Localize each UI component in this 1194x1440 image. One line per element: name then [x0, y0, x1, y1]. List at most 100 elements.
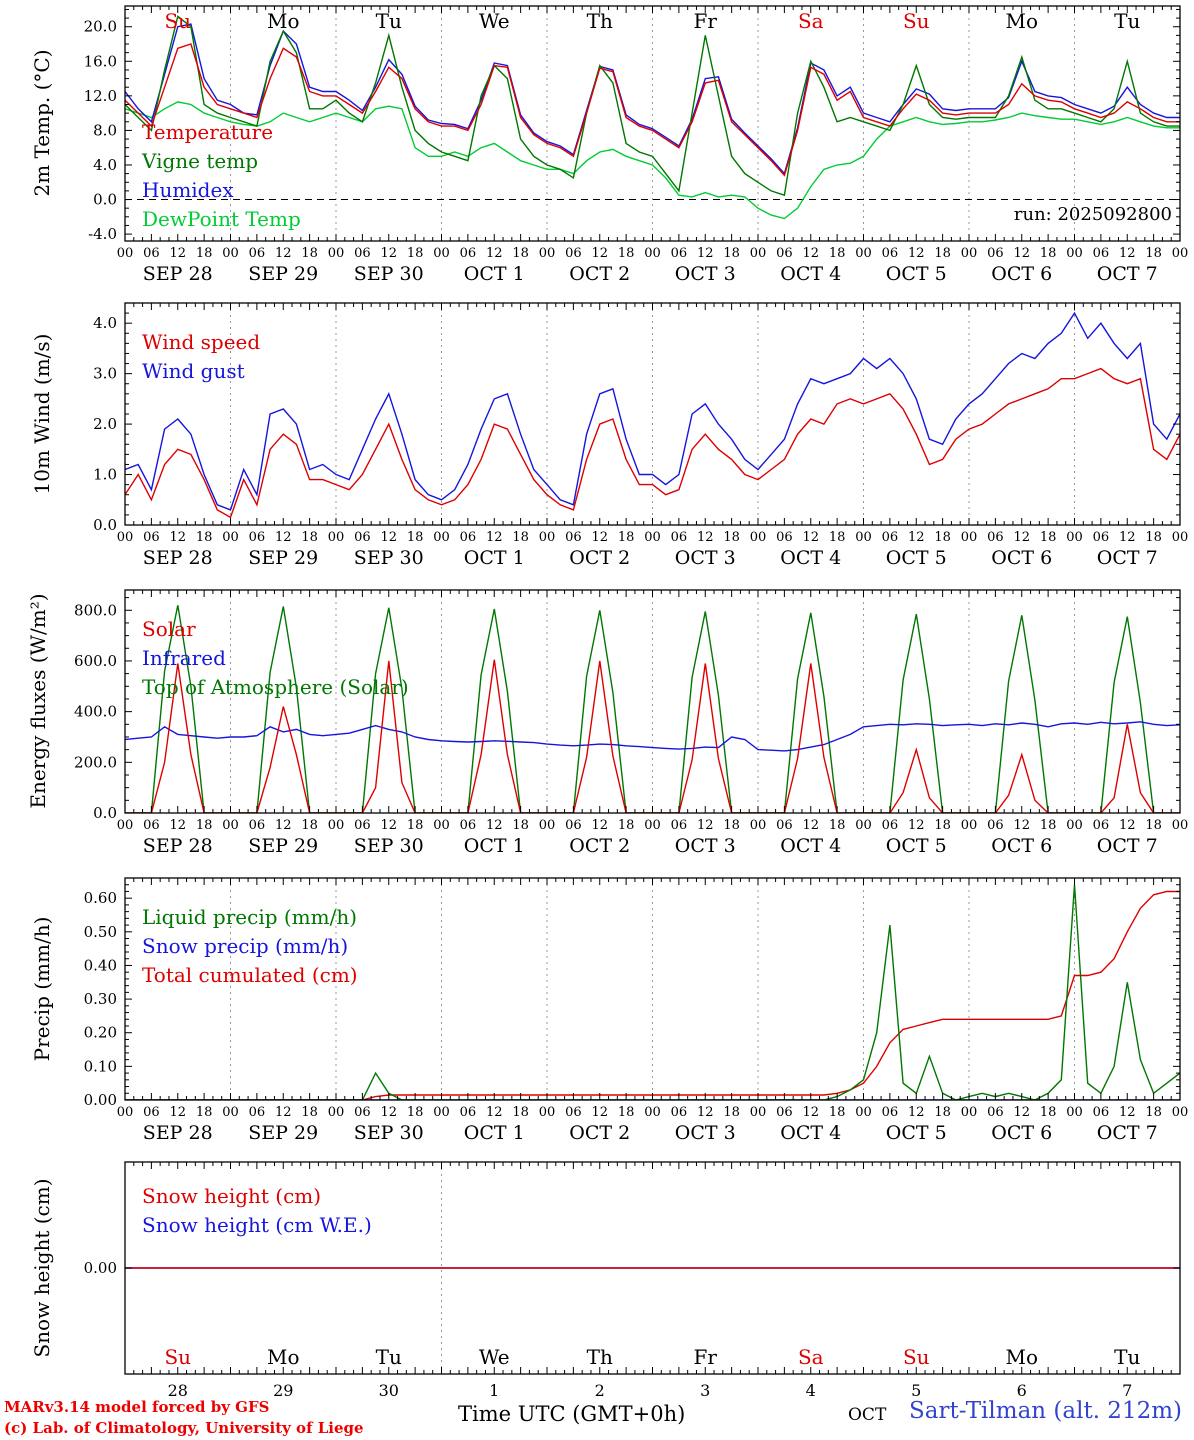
date-label: SEP 29	[248, 835, 318, 857]
hour-label: 00	[644, 818, 661, 833]
hour-label: 18	[1040, 1105, 1057, 1120]
date-label: OCT 7	[1097, 1122, 1158, 1144]
legend-wind-speed: Wind speed	[142, 330, 261, 354]
y-tick-label: 0.30	[84, 990, 117, 1008]
hour-label: 18	[829, 246, 846, 261]
hour-label: 00	[1172, 246, 1189, 261]
hour-label: 12	[1013, 530, 1030, 545]
hour-label: 12	[802, 530, 819, 545]
temperature-panel: -4.0 0.0 4.0 8.0 12.0 16.0 20.0 00 06 12 18 00 06 12 1…	[84, 5, 1189, 285]
hour-label: 18	[301, 246, 318, 261]
hour-label: 06	[882, 246, 899, 261]
hour-label: 00	[644, 530, 661, 545]
hour-label: 12	[697, 818, 714, 833]
hour-label: 06	[249, 246, 266, 261]
y-tick-label: 4.0	[93, 314, 117, 332]
y-tick-label: 0.10	[84, 1057, 117, 1075]
y-tick-label: 400.0	[74, 703, 117, 721]
hour-label: 12	[380, 1105, 397, 1120]
hour-label: 06	[776, 1105, 793, 1120]
hour-label: 18	[512, 246, 529, 261]
hour-label: 00	[855, 1105, 872, 1120]
date-label: OCT 7	[1097, 835, 1158, 857]
hour-label: 12	[1013, 1105, 1030, 1120]
date-label: OCT 2	[569, 263, 630, 285]
hour-label: 18	[829, 530, 846, 545]
y-tick-label: 0.50	[84, 923, 117, 941]
hour-label: 06	[565, 1105, 582, 1120]
hour-label: 00	[539, 246, 556, 261]
date-label: OCT 5	[886, 835, 947, 857]
hour-label: 18	[934, 818, 951, 833]
hour-label: 12	[169, 818, 186, 833]
legend-solar: Solar	[142, 617, 196, 641]
y-tick-label: 2.0	[93, 415, 117, 433]
hour-label: 00	[750, 1105, 767, 1120]
hour-label: 06	[143, 530, 160, 545]
y-tick-label: 0.00	[84, 1259, 117, 1277]
hour-label: 12	[486, 246, 503, 261]
hour-label: 12	[802, 818, 819, 833]
hour-label: 12	[486, 818, 503, 833]
date-label: SEP 28	[143, 263, 213, 285]
y-tick-label: 20.0	[84, 18, 117, 36]
legend-toa-solar: Top of Atmosphere (Solar)	[142, 675, 409, 699]
day-number: 2	[595, 1381, 605, 1400]
y-tick-label: 0.60	[84, 889, 117, 907]
day-label: Sa	[798, 9, 824, 33]
panel-frame	[124, 302, 1181, 526]
hour-label: 18	[512, 1105, 529, 1120]
hour-label: 12	[380, 818, 397, 833]
energy-axis-title: Energy fluxes (W/m²)	[26, 593, 50, 809]
day-label: Su	[903, 1345, 930, 1369]
day-label: Mo	[267, 9, 300, 33]
day-number: 29	[273, 1381, 293, 1400]
hour-label: 06	[565, 246, 582, 261]
day-number: 1	[489, 1381, 499, 1400]
hour-label: 00	[328, 530, 345, 545]
date-label: SEP 30	[354, 263, 424, 285]
hour-label: 06	[354, 530, 371, 545]
hour-label: 00	[750, 246, 767, 261]
hour-label: 00	[961, 530, 978, 545]
date-label: OCT 2	[569, 835, 630, 857]
hour-label: 12	[486, 1105, 503, 1120]
hour-label: 06	[565, 818, 582, 833]
hour-label: 00	[1172, 530, 1189, 545]
day-number: 3	[700, 1381, 710, 1400]
hour-label: 06	[987, 818, 1004, 833]
y-tick-label: -4.0	[88, 225, 117, 243]
date-label: OCT 3	[675, 263, 736, 285]
hour-label: 18	[618, 246, 635, 261]
y-tick-label: 200.0	[74, 753, 117, 771]
hour-label: 00	[117, 530, 134, 545]
hour-label: 00	[539, 1105, 556, 1120]
hour-label: 18	[301, 1105, 318, 1120]
legend-humidex: Humidex	[142, 178, 234, 202]
date-label: OCT 1	[464, 1122, 525, 1144]
hour-label: 12	[591, 1105, 608, 1120]
y-tick-label: 8.0	[93, 121, 117, 139]
hour-label: 00	[961, 818, 978, 833]
hour-label: 12	[591, 246, 608, 261]
model-credit: MARv3.14 model forced by GFS	[4, 1398, 270, 1416]
y-tick-label: 12.0	[84, 87, 117, 105]
y-tick-label: 0.40	[84, 956, 117, 974]
hour-label: 18	[512, 530, 529, 545]
hour-label: 12	[1013, 246, 1030, 261]
date-label: OCT 4	[780, 547, 841, 569]
hour-label: 18	[1145, 818, 1162, 833]
hour-label: 12	[275, 1105, 292, 1120]
day-number: 7	[1122, 1381, 1132, 1400]
date-label: OCT 5	[886, 263, 947, 285]
station-label: Sart-Tilman (alt. 212m)	[909, 1398, 1182, 1424]
hour-label: 12	[486, 530, 503, 545]
day-label: Fr	[694, 1345, 718, 1369]
hour-label: 12	[1119, 1105, 1136, 1120]
hour-label: 00	[433, 818, 450, 833]
energy-flux-panel: 0.0 200.0 400.0 600.0 800.0 00 06 12 18 00 06 12 18 0…	[74, 589, 1188, 857]
hour-label: 06	[249, 1105, 266, 1120]
date-label: OCT 6	[991, 547, 1052, 569]
hour-label: 12	[697, 1105, 714, 1120]
hour-label: 06	[776, 246, 793, 261]
